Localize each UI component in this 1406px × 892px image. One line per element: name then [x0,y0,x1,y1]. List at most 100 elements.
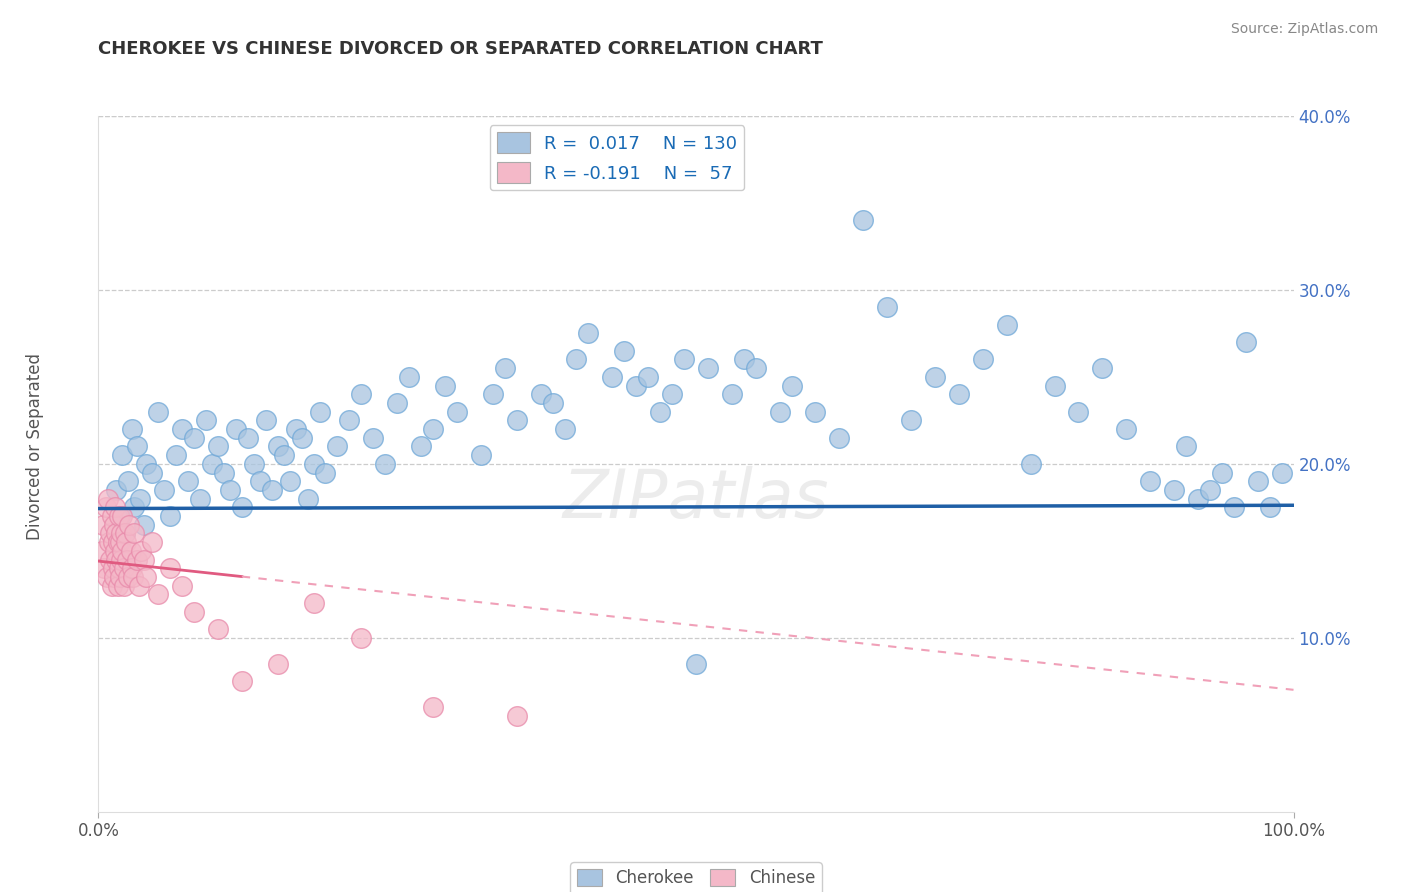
Point [1091,361,1114,376]
Point [924,369,946,384]
Point [302,457,325,471]
Point [120,543,142,558]
Point [267,657,290,671]
Point [159,561,181,575]
Point [125,439,148,453]
Point [613,343,636,358]
Point [107,508,129,523]
Point [112,561,135,575]
Point [1115,422,1137,436]
Point [124,526,146,541]
Point [121,422,143,436]
Text: CHEROKEE VS CHINESE DIVORCED OR SEPARATED CORRELATION CHART: CHEROKEE VS CHINESE DIVORCED OR SEPARATE… [98,40,824,58]
Point [273,448,295,462]
Point [385,396,409,410]
Point [284,422,307,436]
Point [661,387,683,401]
Point [422,422,444,436]
Point [132,552,155,566]
Point [115,552,138,566]
Text: ZIPatlas: ZIPatlas [562,466,830,532]
Point [219,483,242,497]
Point [188,491,211,506]
Point [177,474,200,488]
Point [326,439,349,453]
Point [433,378,456,392]
Point [148,587,170,601]
Point [91,543,114,558]
Point [1175,439,1198,453]
Point [148,404,170,418]
Point [107,535,129,549]
Point [96,570,118,584]
Point [398,369,420,384]
Point [541,396,564,410]
Point [446,404,468,418]
Point [1198,483,1220,497]
Point [108,535,131,549]
Point [995,318,1018,332]
Point [111,508,134,523]
Point [100,508,122,523]
Point [1043,378,1066,392]
Point [212,466,235,480]
Point [207,439,229,453]
Point [506,413,529,427]
Point [267,439,290,453]
Point [315,466,337,480]
Point [600,369,623,384]
Point [624,378,647,392]
Point [159,508,181,523]
Point [172,578,194,592]
Point [637,369,659,384]
Point [111,448,134,462]
Point [103,517,125,532]
Point [115,535,138,549]
Point [481,387,505,401]
Point [104,500,127,515]
Point [506,709,529,723]
Point [94,500,117,515]
Point [183,605,205,619]
Point [308,404,330,418]
Point [1067,404,1090,418]
Point [231,500,253,515]
Point [350,631,373,645]
Point [135,457,157,471]
Point [153,483,176,497]
Point [576,326,599,341]
Point [112,578,135,592]
Point [231,674,253,689]
Point [207,622,229,636]
Point [132,517,155,532]
Point [131,543,153,558]
Point [302,596,325,610]
Point [236,431,259,445]
Point [1139,474,1161,488]
Point [242,457,264,471]
Point [101,535,124,549]
Point [260,483,283,497]
Point [685,657,707,671]
Point [114,526,136,541]
Point [114,526,136,541]
Point [105,552,128,566]
Point [673,352,696,367]
Point [124,500,146,515]
Point [876,300,898,315]
Point [948,387,970,401]
Point [780,378,803,392]
Point [118,517,141,532]
Point [852,213,875,227]
Point [111,543,134,558]
Text: Source: ZipAtlas.com: Source: ZipAtlas.com [1230,22,1378,37]
Point [108,508,131,523]
Point [337,413,360,427]
Point [97,491,120,506]
Point [422,700,444,714]
Text: Divorced or Separated: Divorced or Separated [27,352,44,540]
Point [290,431,312,445]
Point [108,570,131,584]
Point [363,431,385,445]
Point [165,448,187,462]
